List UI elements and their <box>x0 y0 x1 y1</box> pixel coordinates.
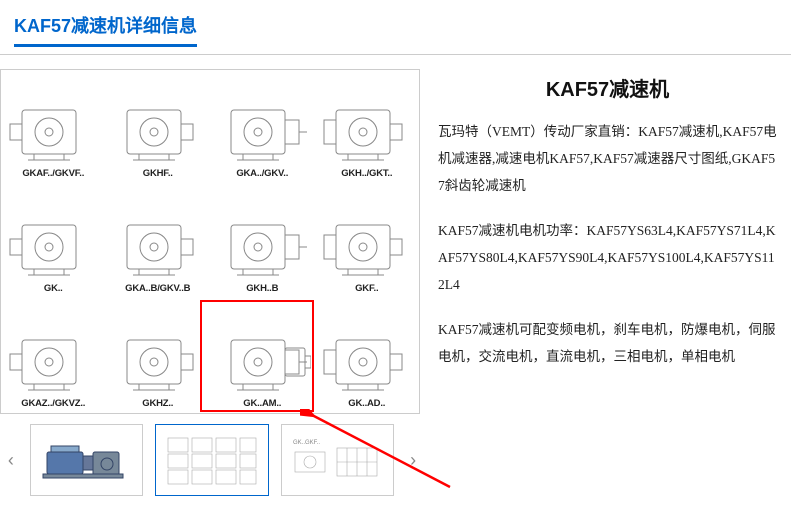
cell-label: GKAF../GKVF.. <box>22 168 84 179</box>
cell-label: GK..AM.. <box>243 398 281 409</box>
gearbox-icon <box>213 314 311 398</box>
gearbox-icon <box>109 199 207 283</box>
diagram-cell: GKH..B <box>210 185 315 300</box>
gearbox-icon <box>213 84 311 168</box>
cell-label: GKHF.. <box>143 168 173 179</box>
desc-paragraph-1: 瓦玛特（VEMT）传动厂家直销：KAF57减速机,KAF57电机减速器,减速电机… <box>438 118 777 199</box>
gearbox-icon <box>318 199 416 283</box>
diagram-cell: GKAF../GKVF.. <box>1 70 106 185</box>
gearbox-icon <box>213 199 311 283</box>
diagram-cell: GKH../GKT.. <box>315 70 420 185</box>
tech-thumb-icon: GK..GKF.. <box>287 432 387 488</box>
diagram-cell: GK..AD.. <box>315 300 420 414</box>
gearbox-icon <box>4 199 102 283</box>
next-thumb-button[interactable]: › <box>406 450 420 471</box>
diagram-cell: GKA..B/GKV..B <box>106 185 211 300</box>
cell-label: GKF.. <box>355 283 378 294</box>
thumbnail-3[interactable]: GK..GKF.. <box>281 424 394 496</box>
diagram-cell: GKHF.. <box>106 70 211 185</box>
product-description: 瓦玛特（VEMT）传动厂家直销：KAF57减速机,KAF57电机减速器,减速电机… <box>438 118 777 370</box>
main-diagram: GKAF../GKVF.. GKHF.. GKA../GKV.. GKH../G… <box>0 69 420 414</box>
prev-thumb-button[interactable]: ‹ <box>4 450 18 471</box>
gearbox-icon <box>318 314 416 398</box>
diagram-cell: GKHZ.. <box>106 300 211 414</box>
gearbox-icon <box>109 84 207 168</box>
cell-label: GKH../GKT.. <box>341 168 392 179</box>
svg-text:GK..GKF..: GK..GKF.. <box>293 440 320 446</box>
gearbox-icon <box>318 84 416 168</box>
grid-thumb-icon <box>162 432 262 488</box>
diagram-cell: GK.. <box>1 185 106 300</box>
diagram-cell: GK..AM.. <box>210 300 315 414</box>
cell-label: GKA../GKV.. <box>236 168 288 179</box>
desc-paragraph-3: KAF57减速机可配变频电机，刹车电机，防爆电机，伺服电机，交流电机，直流电机，… <box>438 316 777 370</box>
gearbox-icon <box>109 314 207 398</box>
product-title: KAF57减速机 <box>438 73 777 102</box>
thumbnail-2[interactable] <box>155 424 268 496</box>
thumbnail-1[interactable] <box>30 424 143 496</box>
diagram-cell: GKA../GKV.. <box>210 70 315 185</box>
cell-label: GK..AD.. <box>348 398 385 409</box>
desc-paragraph-2: KAF57减速机电机功率：KAF57YS63L4,KAF57YS71L4,KAF… <box>438 217 777 298</box>
gearbox-icon <box>4 314 102 398</box>
cell-label: GKAZ../GKVZ.. <box>21 398 85 409</box>
cell-label: GKA..B/GKV..B <box>125 283 190 294</box>
thumbnail-strip: ‹ <box>0 424 420 496</box>
cell-label: GKHZ.. <box>142 398 173 409</box>
motor-thumb-icon <box>37 432 137 488</box>
page-title: KAF57减速机详细信息 <box>14 12 197 47</box>
diagram-cell: GKF.. <box>315 185 420 300</box>
cell-label: GK.. <box>44 283 63 294</box>
cell-label: GKH..B <box>246 283 278 294</box>
diagram-cell: GKAZ../GKVZ.. <box>1 300 106 414</box>
gearbox-icon <box>4 84 102 168</box>
